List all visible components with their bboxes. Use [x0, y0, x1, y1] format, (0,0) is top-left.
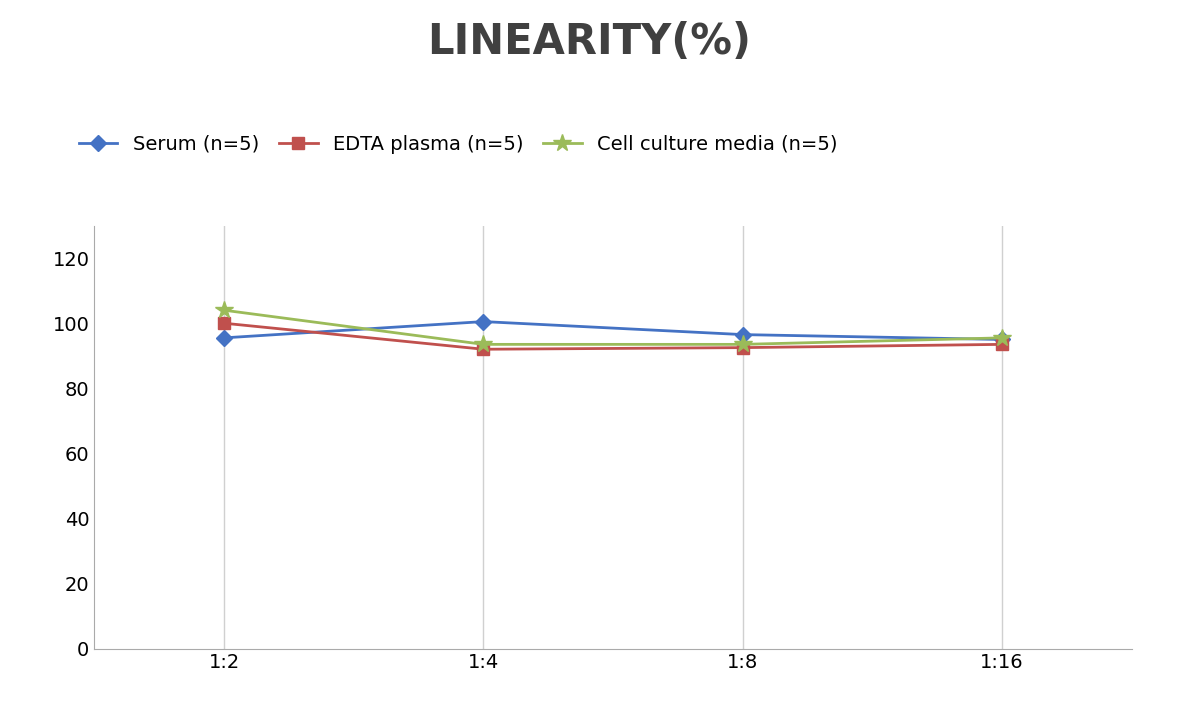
EDTA plasma (n=5) — [476, 345, 490, 353]
Cell culture media (n=5) — [995, 333, 1009, 342]
Serum (n=5) — [995, 336, 1009, 344]
Serum (n=5) — [217, 333, 231, 342]
Text: LINEARITY(%): LINEARITY(%) — [428, 21, 751, 63]
Serum (n=5) — [736, 331, 750, 339]
EDTA plasma (n=5) — [217, 319, 231, 327]
Cell culture media (n=5) — [476, 340, 490, 348]
Line: EDTA plasma (n=5): EDTA plasma (n=5) — [218, 318, 1008, 355]
Cell culture media (n=5) — [736, 340, 750, 348]
Line: Serum (n=5): Serum (n=5) — [218, 316, 1008, 345]
Cell culture media (n=5) — [217, 306, 231, 314]
EDTA plasma (n=5) — [736, 343, 750, 352]
Serum (n=5) — [476, 317, 490, 326]
EDTA plasma (n=5) — [995, 340, 1009, 348]
Legend: Serum (n=5), EDTA plasma (n=5), Cell culture media (n=5): Serum (n=5), EDTA plasma (n=5), Cell cul… — [71, 127, 845, 161]
Line: Cell culture media (n=5): Cell culture media (n=5) — [215, 301, 1012, 353]
